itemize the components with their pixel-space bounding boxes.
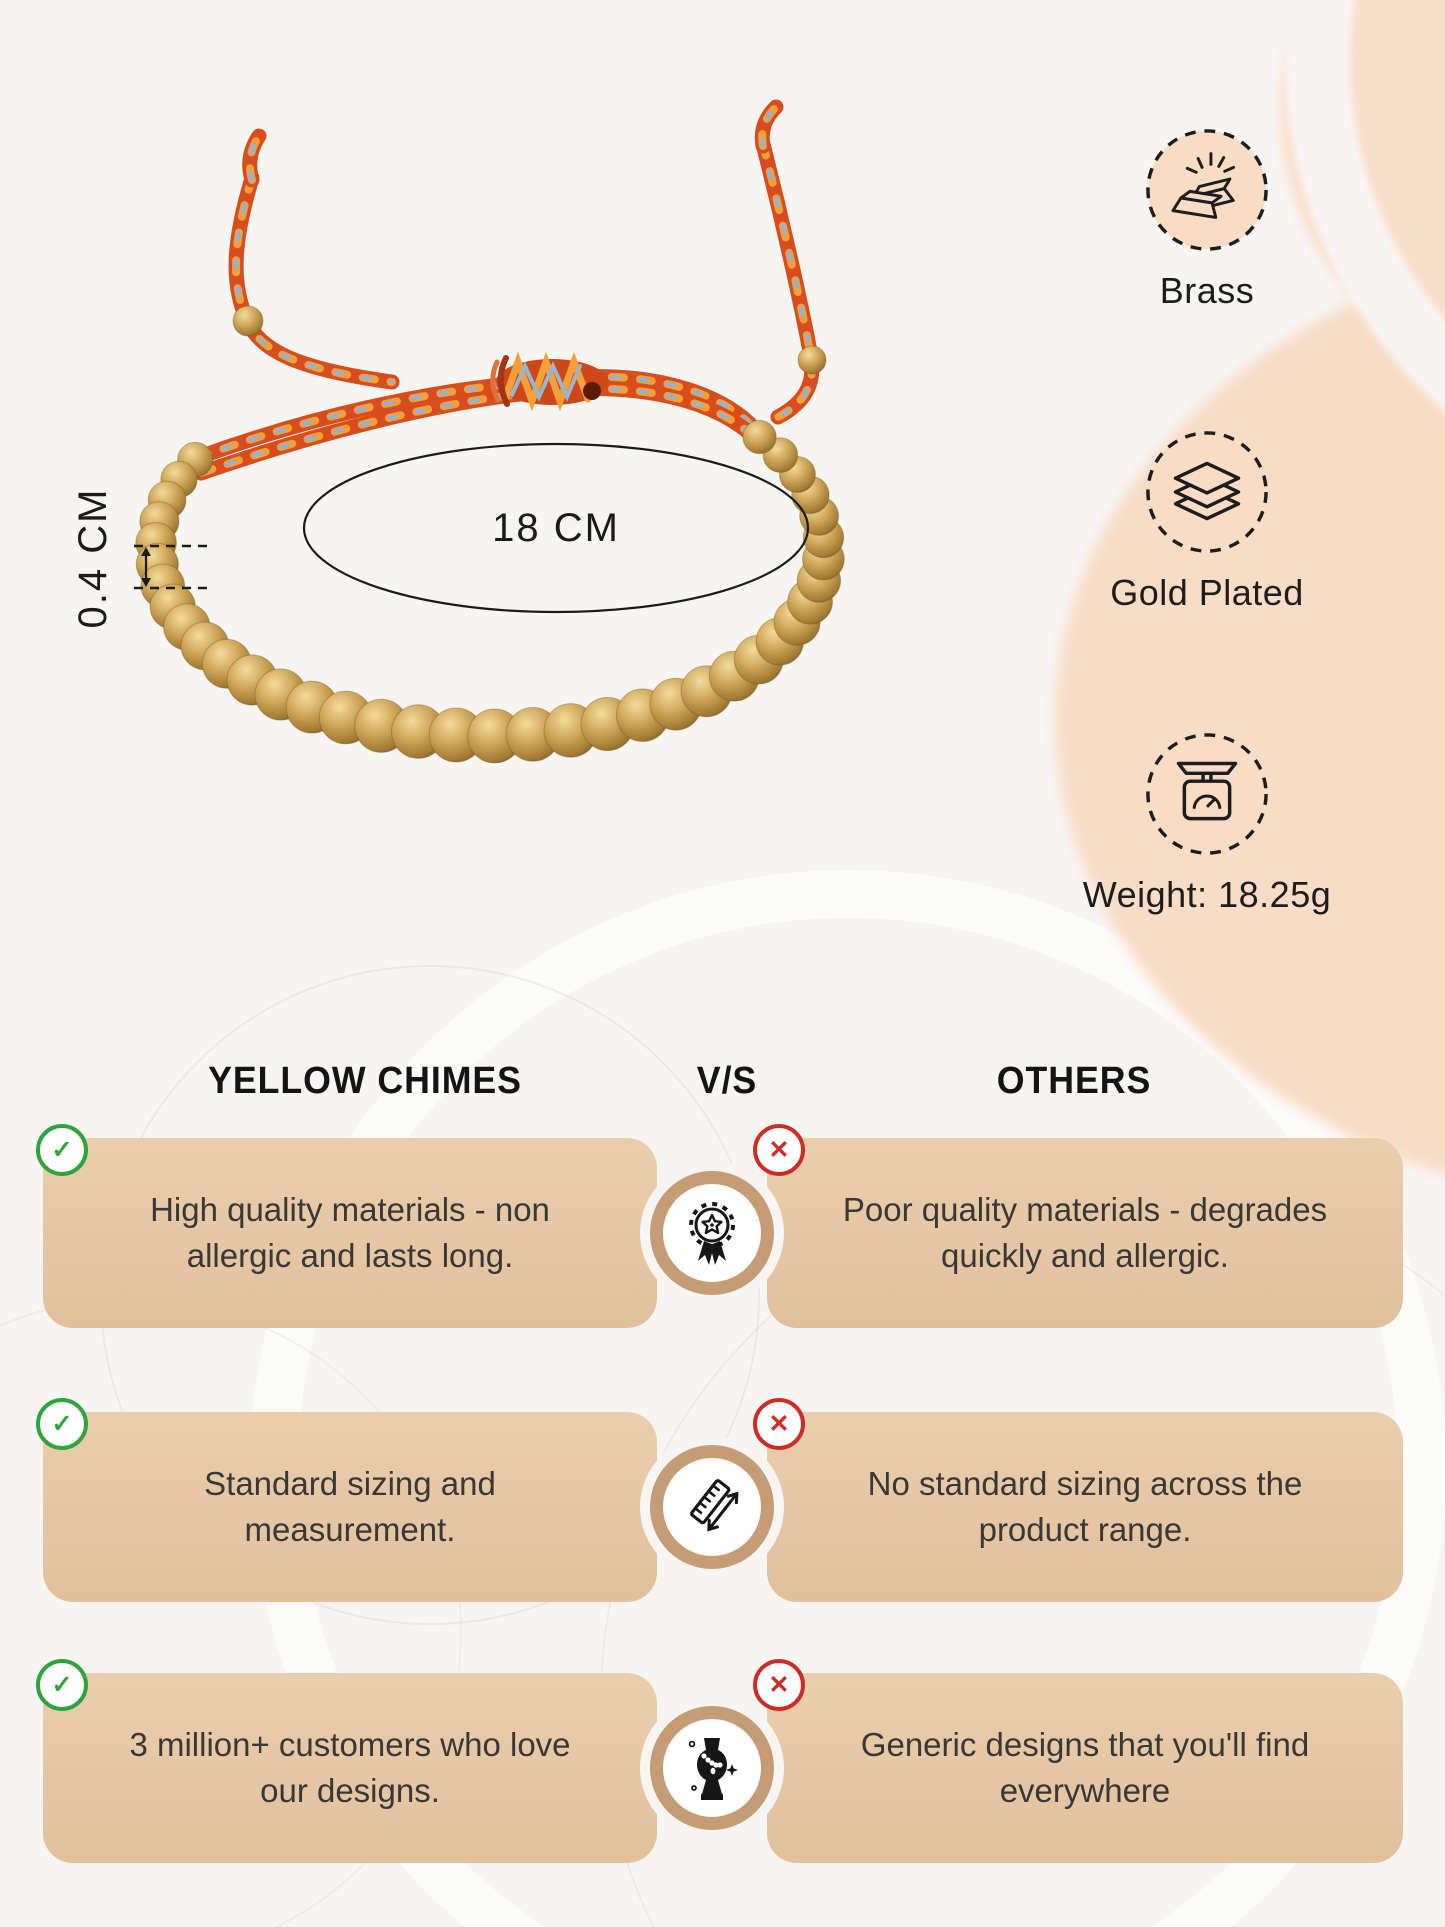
spec-label-gold-plated: Gold Plated bbox=[1110, 572, 1304, 613]
comparison-row-sizing: ✓ ✕ Standard sizing and measurement. No … bbox=[0, 1398, 1445, 1602]
cross-icon: ✕ bbox=[768, 1135, 790, 1164]
brand-card: Standard sizing and measurement. bbox=[43, 1412, 657, 1602]
comparison-row-quality: ✓ ✕ High quality materials - non allergi… bbox=[0, 1124, 1445, 1328]
check-icon: ✓ bbox=[51, 1670, 73, 1699]
weighing-scale-icon bbox=[1146, 733, 1268, 855]
cross-badge: ✕ bbox=[753, 1398, 805, 1450]
check-badge: ✓ bbox=[36, 1124, 88, 1176]
jewelry-bust-icon bbox=[650, 1706, 774, 1830]
cord-bead-right bbox=[797, 345, 827, 375]
medal-icon bbox=[650, 1171, 774, 1295]
cross-badge: ✕ bbox=[753, 1124, 805, 1176]
comparison-row-designs: ✓ ✕ 3 million+ customers who love our de… bbox=[0, 1659, 1445, 1863]
brand-card-text: Standard sizing and measurement. bbox=[204, 1465, 496, 1548]
ruler-icon bbox=[650, 1445, 774, 1569]
circumference-label: 18 CM bbox=[492, 506, 620, 550]
bracelet-product-photo: 18 CM 0.4 CM bbox=[71, 99, 845, 764]
others-column-header: OTHERS bbox=[996, 1060, 1152, 1102]
others-card-text: No standard sizing across the product ra… bbox=[867, 1465, 1303, 1548]
spec-gold-plated: Gold Plated bbox=[1042, 428, 1372, 614]
brand-column-header: YELLOW CHIMES bbox=[208, 1060, 522, 1102]
circumference-oval bbox=[302, 442, 810, 614]
cross-badge: ✕ bbox=[753, 1659, 805, 1711]
bead-strand bbox=[135, 419, 845, 764]
cross-icon: ✕ bbox=[768, 1409, 790, 1438]
others-card: Generic designs that you'll find everywh… bbox=[767, 1673, 1403, 1863]
comparison-header: YELLOW CHIMES V/S OTHERS bbox=[0, 1060, 1445, 1106]
check-badge: ✓ bbox=[36, 1659, 88, 1711]
braided-cord bbox=[189, 99, 820, 481]
cord-bead-left bbox=[232, 305, 264, 337]
others-card: No standard sizing across the product ra… bbox=[767, 1412, 1403, 1602]
spec-brass: Brass bbox=[1042, 126, 1372, 312]
brand-card: High quality materials - non allergic an… bbox=[43, 1138, 657, 1328]
brand-card-text: High quality materials - non allergic an… bbox=[150, 1191, 550, 1274]
brand-card-text: 3 million+ customers who love our design… bbox=[129, 1726, 571, 1809]
check-badge: ✓ bbox=[36, 1398, 88, 1450]
brand-card: 3 million+ customers who love our design… bbox=[43, 1673, 657, 1863]
bead-size-label: 0.4 CM bbox=[71, 488, 115, 629]
versus-label: V/S bbox=[696, 1060, 758, 1102]
others-card-text: Generic designs that you'll find everywh… bbox=[860, 1726, 1310, 1809]
cross-icon: ✕ bbox=[768, 1670, 790, 1699]
spec-weight: Weight: 18.25g bbox=[1042, 730, 1372, 916]
spec-label-brass: Brass bbox=[1159, 270, 1255, 311]
gold-bars-icon bbox=[1146, 129, 1268, 251]
check-icon: ✓ bbox=[51, 1135, 73, 1164]
layers-icon bbox=[1146, 431, 1268, 553]
others-card: Poor quality materials - degrades quickl… bbox=[767, 1138, 1403, 1328]
check-icon: ✓ bbox=[51, 1409, 73, 1438]
cord-knot bbox=[490, 351, 608, 412]
measurement-annotations bbox=[134, 442, 810, 614]
spec-label-weight: Weight: 18.25g bbox=[1082, 874, 1332, 915]
others-card-text: Poor quality materials - degrades quickl… bbox=[842, 1191, 1328, 1274]
